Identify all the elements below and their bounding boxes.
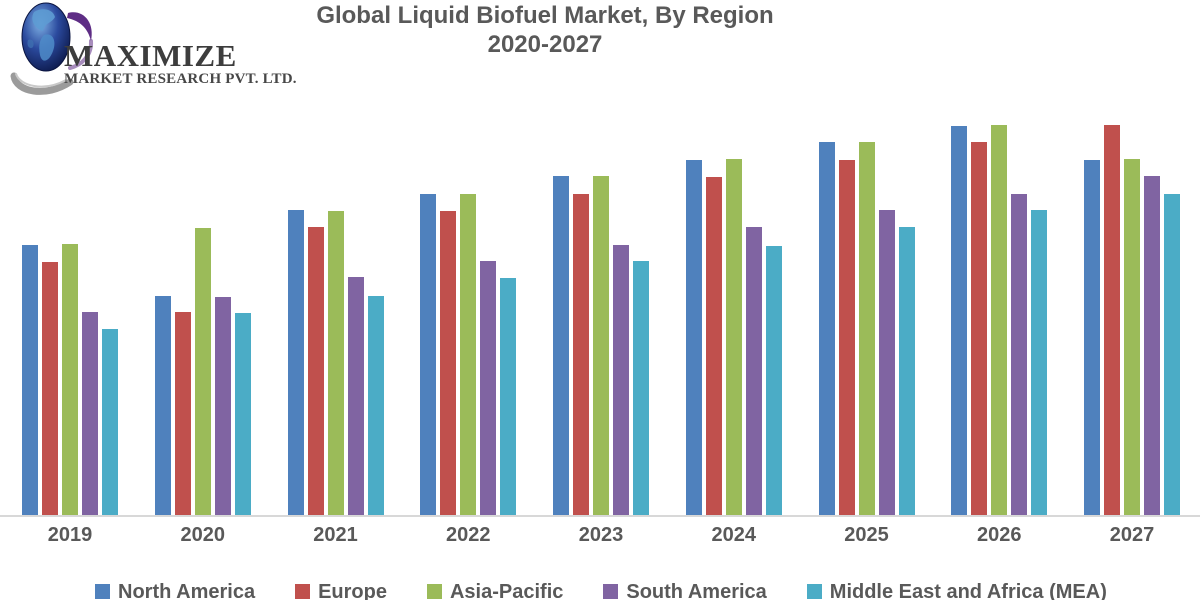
bar-south-america-2020 bbox=[214, 297, 231, 515]
legend: North America Europe Asia-Pacific South Ame… bbox=[95, 581, 1107, 600]
bar-north-america-2026 bbox=[951, 126, 968, 515]
bar-middle-east-and-africa-mea-2022 bbox=[500, 278, 517, 515]
bar-europe-2019 bbox=[42, 262, 58, 515]
bar-europe-2027 bbox=[1104, 125, 1120, 515]
bar-north-america-2023 bbox=[553, 176, 569, 515]
bar-europe-2022 bbox=[440, 211, 457, 515]
bar-europe-2021 bbox=[307, 227, 324, 515]
bar-north-america-2025 bbox=[818, 142, 835, 515]
bar-asia-pacific-2020 bbox=[194, 228, 211, 515]
bar-north-america-2020 bbox=[154, 296, 171, 515]
chart-title-line2: 2020-2027 bbox=[487, 31, 603, 58]
legend-swatch-asia-pacific bbox=[426, 584, 442, 599]
bar-europe-2023 bbox=[573, 194, 589, 515]
bar-south-america-2021 bbox=[347, 277, 364, 515]
legend-item-asia-pacific: Asia-Pacific bbox=[426, 581, 564, 600]
bar-middle-east-and-africa-mea-2023 bbox=[633, 261, 649, 515]
legend-label-north-america: North America bbox=[118, 581, 256, 600]
bar-south-america-2023 bbox=[613, 245, 629, 515]
legend-label-south-america: South America bbox=[626, 581, 767, 600]
bar-north-america-2022 bbox=[420, 194, 437, 515]
x-axis-label-2026: 2026 bbox=[977, 524, 1022, 546]
logo-subtitle: MARKET RESEARCH PVT. LTD. bbox=[64, 71, 297, 87]
bar-middle-east-and-africa-mea-2027 bbox=[1164, 194, 1180, 515]
chart-title-line1: Global Liquid Biofuel Market, By Region bbox=[316, 2, 774, 29]
legend-swatch-north-america bbox=[95, 584, 110, 599]
bar-south-america-2022 bbox=[480, 261, 497, 515]
bar-group-2027 bbox=[1084, 95, 1180, 515]
bar-middle-east-and-africa-mea-2025 bbox=[898, 227, 915, 515]
x-axis-label-2020: 2020 bbox=[180, 524, 226, 546]
x-axis-label-2022: 2022 bbox=[446, 524, 491, 546]
x-axis-line bbox=[0, 515, 1200, 517]
bar-middle-east-and-africa-mea-2026 bbox=[1031, 210, 1048, 515]
bar-middle-east-and-africa-mea-2020 bbox=[234, 313, 251, 515]
x-axis-label-2019: 2019 bbox=[47, 524, 93, 546]
bar-asia-pacific-2023 bbox=[593, 176, 609, 515]
bar-north-america-2019 bbox=[22, 245, 38, 515]
legend-item-europe: Europe bbox=[295, 581, 387, 600]
bar-europe-2020 bbox=[174, 312, 191, 515]
legend-item-north-america: North America bbox=[95, 581, 255, 600]
bar-europe-2026 bbox=[971, 142, 988, 515]
bar-asia-pacific-2024 bbox=[725, 159, 742, 515]
bar-south-america-2024 bbox=[745, 227, 762, 515]
legend-item-south-america: South America bbox=[603, 581, 767, 600]
globe-swoosh-icon bbox=[10, 2, 94, 95]
bar-asia-pacific-2022 bbox=[460, 194, 477, 515]
x-axis-label-2023: 2023 bbox=[578, 524, 624, 546]
bar-group-2024 bbox=[685, 95, 782, 515]
bar-south-america-2027 bbox=[1144, 176, 1160, 515]
bar-asia-pacific-2021 bbox=[327, 211, 344, 515]
bar-asia-pacific-2026 bbox=[991, 125, 1008, 515]
bar-south-america-2026 bbox=[1011, 194, 1028, 515]
logo-company-name: MAXIMIZE bbox=[64, 38, 237, 73]
bar-europe-2024 bbox=[705, 177, 722, 515]
bar-europe-2025 bbox=[838, 160, 855, 515]
legend-swatch-middle-east-and-africa-mea bbox=[806, 584, 822, 599]
bar-asia-pacific-2019 bbox=[62, 244, 78, 515]
bar-north-america-2021 bbox=[287, 210, 304, 515]
x-axis-label-2027: 2027 bbox=[1109, 524, 1155, 546]
legend-label-europe: Europe bbox=[318, 581, 387, 600]
bar-group-2019 bbox=[22, 95, 118, 515]
legend-label-middle-east-and-africa-mea: Middle East and Africa (MEA) bbox=[829, 581, 1107, 600]
chart-title: Global Liquid Biofuel Market, By Region … bbox=[0, 1, 1090, 59]
plot-area bbox=[0, 95, 1200, 515]
x-axis-label-2024: 2024 bbox=[711, 524, 757, 546]
bar-north-america-2024 bbox=[685, 160, 702, 515]
bar-group-2020 bbox=[154, 95, 251, 515]
bar-north-america-2027 bbox=[1084, 160, 1100, 515]
bar-middle-east-and-africa-mea-2024 bbox=[765, 246, 782, 515]
bar-middle-east-and-africa-mea-2019 bbox=[102, 329, 118, 515]
legend-swatch-europe bbox=[295, 584, 311, 599]
bar-asia-pacific-2027 bbox=[1124, 159, 1140, 515]
x-axis-label-2025: 2025 bbox=[844, 524, 889, 546]
x-axis-label-2021: 2021 bbox=[313, 524, 358, 546]
logo-text: MAXIMIZE MARKET RESEARCH PVT. LTD. bbox=[64, 40, 304, 88]
bar-group-2025 bbox=[818, 95, 915, 515]
bar-group-2022 bbox=[420, 95, 517, 515]
bar-middle-east-and-africa-mea-2021 bbox=[367, 296, 384, 515]
legend-swatch-south-america bbox=[603, 584, 619, 599]
bar-group-2023 bbox=[553, 95, 649, 515]
bar-group-2021 bbox=[287, 95, 384, 515]
bar-south-america-2019 bbox=[82, 312, 98, 515]
bar-asia-pacific-2025 bbox=[858, 142, 875, 515]
legend-item-middle-east-and-africa-mea: Middle East and Africa (MEA) bbox=[806, 581, 1107, 600]
legend-label-asia-pacific: Asia-Pacific bbox=[449, 581, 564, 600]
bar-south-america-2025 bbox=[878, 210, 895, 515]
x-axis-labels: 2019 2020 2021 2022 2023 2024 2025 2026 2027 bbox=[0, 524, 1200, 547]
bar-group-2026 bbox=[951, 95, 1048, 515]
maximize-logo: MAXIMIZE MARKET RESEARCH PVT. LTD. bbox=[6, 0, 306, 104]
